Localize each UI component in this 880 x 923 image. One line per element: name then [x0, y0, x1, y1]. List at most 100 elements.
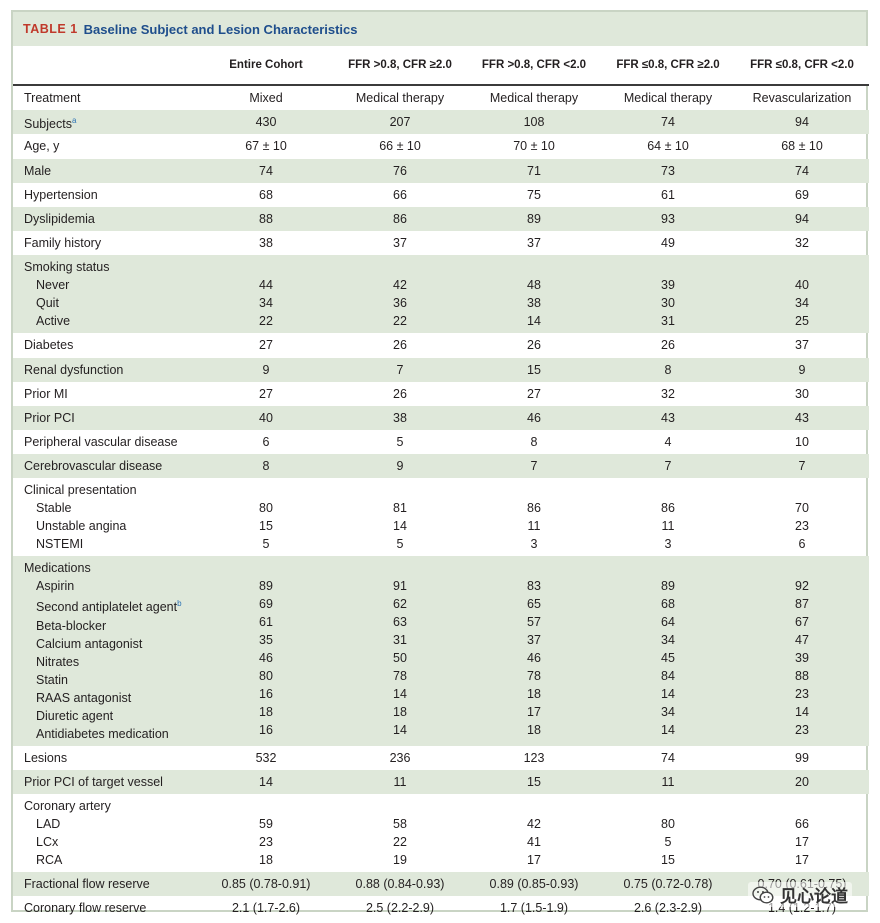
sub-row-label: Stable — [24, 499, 199, 517]
cell-value: 11 — [527, 519, 541, 534]
cell-value: 87 — [795, 597, 809, 612]
row-label-text: Peripheral vascular disease — [24, 435, 178, 450]
table-cell: 93 — [601, 206, 735, 232]
sub-row-label: Diuretic agent — [24, 707, 199, 725]
table-cell: 9 — [735, 357, 869, 382]
table-cell: 1.7 (1.5-1.9) — [499, 901, 569, 916]
sub-row-label-text: LAD — [36, 816, 61, 831]
table-cell: 92 87 67 47 39 88 23 14 23 — [735, 556, 869, 746]
spacer — [333, 258, 467, 276]
row-label: Smoking status Never Quit Active — [13, 255, 199, 334]
cell-value: 5 — [262, 537, 270, 552]
table-cell: 66 17 17 — [735, 794, 869, 872]
sub-row-label-text: LCx — [36, 834, 59, 849]
sub-row-label: RCA — [24, 851, 199, 869]
sub-row-label-text: Second antiplatelet agent — [36, 600, 178, 615]
sub-row-label-text: Nitrates — [36, 654, 80, 669]
wechat-icon — [752, 885, 774, 904]
table-cell: 66 — [393, 187, 407, 202]
cell-value: 64 — [661, 615, 675, 630]
characteristics-table: Entire Cohort FFR >0.8, CFR ≥2.0 FFR >0.8,… — [13, 46, 869, 920]
cell-value: 31 — [661, 314, 675, 329]
table-cell: 40 34 25 — [735, 255, 869, 334]
cell-value: 14 — [795, 705, 809, 720]
table-row: Family history 38 37 37 49 32 — [13, 231, 869, 255]
cell-value: 89 — [259, 579, 273, 594]
table-cell: 0.75 (0.72-0.78) — [601, 871, 735, 897]
table-row: Smoking status Never Quit Active 44 34 22 42 3… — [13, 255, 869, 334]
spacer — [601, 797, 735, 815]
spacer — [333, 797, 467, 815]
cell-value: 40 — [795, 278, 809, 293]
table-cell: 7 — [735, 454, 869, 479]
sub-row-label-text: Quit — [36, 296, 59, 311]
sub-row-label: Nitrates — [24, 653, 199, 671]
cell-value: 59 — [259, 816, 273, 831]
table-cell: 2.1 (1.7-2.6) — [231, 901, 301, 916]
cell-value: 3 — [664, 537, 672, 552]
cell-value: 81 — [393, 501, 407, 516]
table-row: Subjectsa 430 207 108 74 94 — [13, 110, 869, 135]
table-row: Treatment Mixed Medical therapy Medical the… — [13, 85, 869, 110]
table-cell: 4 — [664, 435, 672, 450]
table-cell: 89 68 64 34 45 84 14 34 14 — [601, 556, 735, 746]
cell-value: 38 — [527, 296, 541, 311]
group-heading: Coronary artery — [24, 798, 111, 813]
row-label: Family history — [13, 231, 199, 255]
table-title-bar: TABLE 1 Baseline Subject and Lesion Char… — [13, 12, 866, 46]
table-cell: 11 — [601, 769, 735, 794]
cell-value: 14 — [661, 723, 675, 738]
row-label-text: Coronary flow reserve — [24, 901, 147, 916]
spacer — [333, 559, 467, 577]
row-label-text: Renal dysfunction — [24, 362, 124, 377]
spacer — [199, 797, 333, 815]
spacer — [735, 559, 869, 577]
sub-row-label: Second antiplatelet agentb — [24, 595, 199, 616]
row-label: Clinical presentation Stable Unstable angi… — [13, 478, 199, 556]
row-label: Prior MI — [13, 382, 199, 406]
row-label: Subjectsa — [13, 110, 199, 135]
table-cell: 70 ± 10 — [513, 139, 555, 154]
sub-row-label: Never — [24, 276, 199, 294]
table-cell: Revascularization — [752, 91, 852, 106]
group-heading: Medications — [24, 561, 91, 576]
table-cell: 37 — [527, 236, 541, 251]
table-cell: 2.6 (2.3-2.9) — [633, 901, 703, 916]
row-label-text: Prior PCI — [24, 410, 75, 425]
table-cell: 88 — [199, 206, 333, 232]
table-cell: 6 — [262, 435, 270, 450]
cell-value: 80 — [259, 669, 273, 684]
table-cell: 70 23 6 — [735, 478, 869, 556]
table-cell: 0.89 (0.85-0.93) — [467, 871, 601, 897]
sub-row-label-text: RAAS antagonist — [36, 690, 132, 705]
cell-value: 50 — [393, 651, 407, 666]
table-row: Clinical presentation Stable Unstable angi… — [13, 478, 869, 556]
sub-row-label-text: NSTEMI — [36, 537, 84, 552]
table-cell: 236 — [389, 750, 411, 765]
table-cell: 74 — [601, 110, 735, 135]
sub-row-label: Beta-blocker — [24, 617, 199, 635]
watermark: 见心论道 — [748, 882, 852, 907]
table-cell: 123 — [523, 750, 545, 765]
spacer — [467, 481, 601, 499]
table-number: TABLE 1 — [23, 22, 78, 36]
table-cell: 7 — [467, 454, 601, 479]
table-cell: 80 5 15 — [601, 794, 735, 872]
cell-value: 34 — [661, 705, 675, 720]
cell-value: 65 — [527, 597, 541, 612]
column-header: FFR >0.8, CFR <2.0 — [467, 46, 601, 86]
table-cell: 20 — [735, 769, 869, 794]
row-label: Cerebrovascular disease — [13, 454, 199, 479]
table-row: Lesions 532 236 123 74 99 — [13, 746, 869, 770]
table-row: Hypertension 68 66 75 61 69 — [13, 183, 869, 207]
table-cell: 8 — [199, 454, 333, 479]
cell-value: 69 — [259, 597, 273, 612]
cell-value: 68 — [661, 597, 675, 612]
row-label: Fractional flow reserve — [13, 871, 199, 897]
table-cell: 94 — [735, 206, 869, 232]
row-label: Coronary flow reserve — [13, 896, 199, 920]
cell-value: 78 — [393, 669, 407, 684]
footnote-marker: b — [177, 599, 182, 609]
sub-row-label: Statin — [24, 671, 199, 689]
table-cell: 5 — [396, 435, 404, 450]
